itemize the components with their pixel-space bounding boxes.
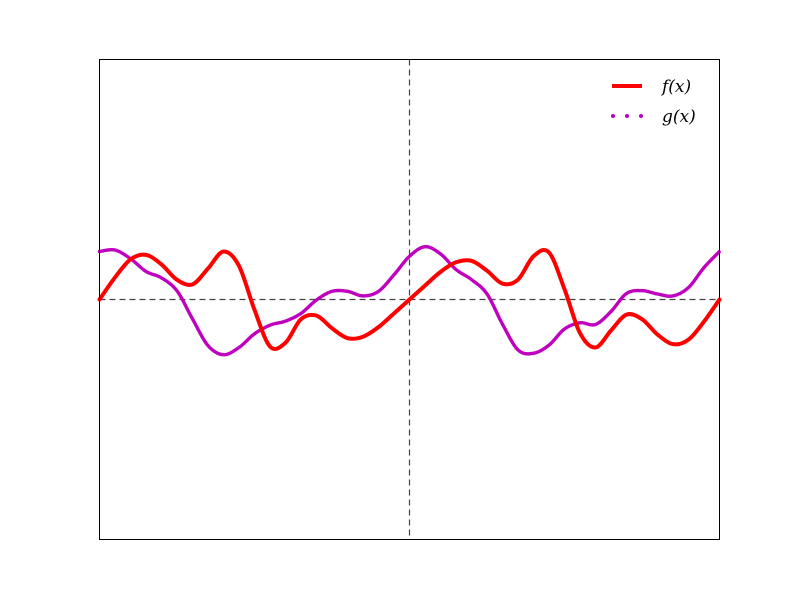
series-line-g (97, 244, 722, 357)
legend-label-g: g(x) (662, 107, 696, 127)
legend-label-f: f(x) (660, 77, 691, 97)
legend: f(x) g(x) (611, 77, 696, 127)
legend-swatch-g (611, 114, 643, 118)
plot-area (97, 59, 722, 540)
legend-dot-g (611, 114, 615, 118)
series-line-f (97, 248, 722, 351)
legend-dot-g (625, 114, 629, 118)
legend-dot-g (639, 114, 643, 118)
plot-frame (99, 59, 720, 540)
